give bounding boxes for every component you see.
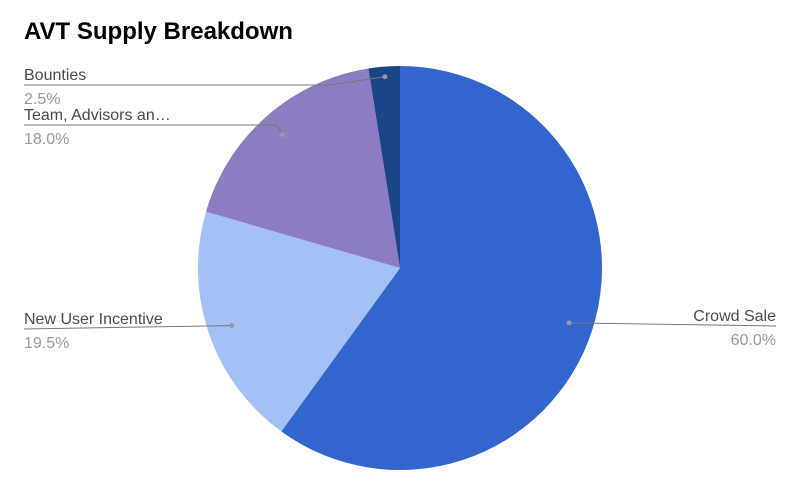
- leader-dot-crowd-sale: [566, 320, 572, 326]
- slice-label-crowd-sale: Crowd Sale: [693, 308, 776, 325]
- slice-label-bounties: Bounties: [24, 67, 86, 84]
- slice-value-team-advisors-an: 18.0%: [24, 131, 69, 148]
- slice-labels: Crowd Sale 60.0% New User Incentive 19.5% Te…: [23, 67, 777, 352]
- leader-dot-new-user-incentive: [229, 323, 235, 329]
- leader-line-bounties: [24, 76, 386, 86]
- leader-dot-team-advisors-an: [279, 132, 285, 138]
- slice-value-crowd-sale: 60.0%: [731, 332, 776, 349]
- leader-line-crowd-sale: [569, 322, 777, 327]
- pie-slice-new-user-incentive: [197, 211, 400, 432]
- pie-slice-bounties: [368, 66, 400, 268]
- slice-value-new-user-incentive: 19.5%: [24, 335, 69, 352]
- slice-label-new-user-incentive: New User Incentive: [24, 311, 163, 328]
- pie-slice-crowd-sale: [281, 66, 602, 470]
- leader-line-new-user-incentive: [23, 325, 232, 330]
- slice-value-bounties: 2.5%: [24, 91, 60, 108]
- chart-title: AVT Supply Breakdown: [24, 18, 293, 45]
- pie-slice-team-advisors-an: [206, 68, 400, 268]
- leader-dot-bounties: [382, 74, 388, 80]
- slice-label-team-advisors-an: Team, Advisors an…: [24, 107, 171, 124]
- pie-slices: [197, 66, 602, 470]
- leader-line-team-advisors-an: [24, 124, 283, 135]
